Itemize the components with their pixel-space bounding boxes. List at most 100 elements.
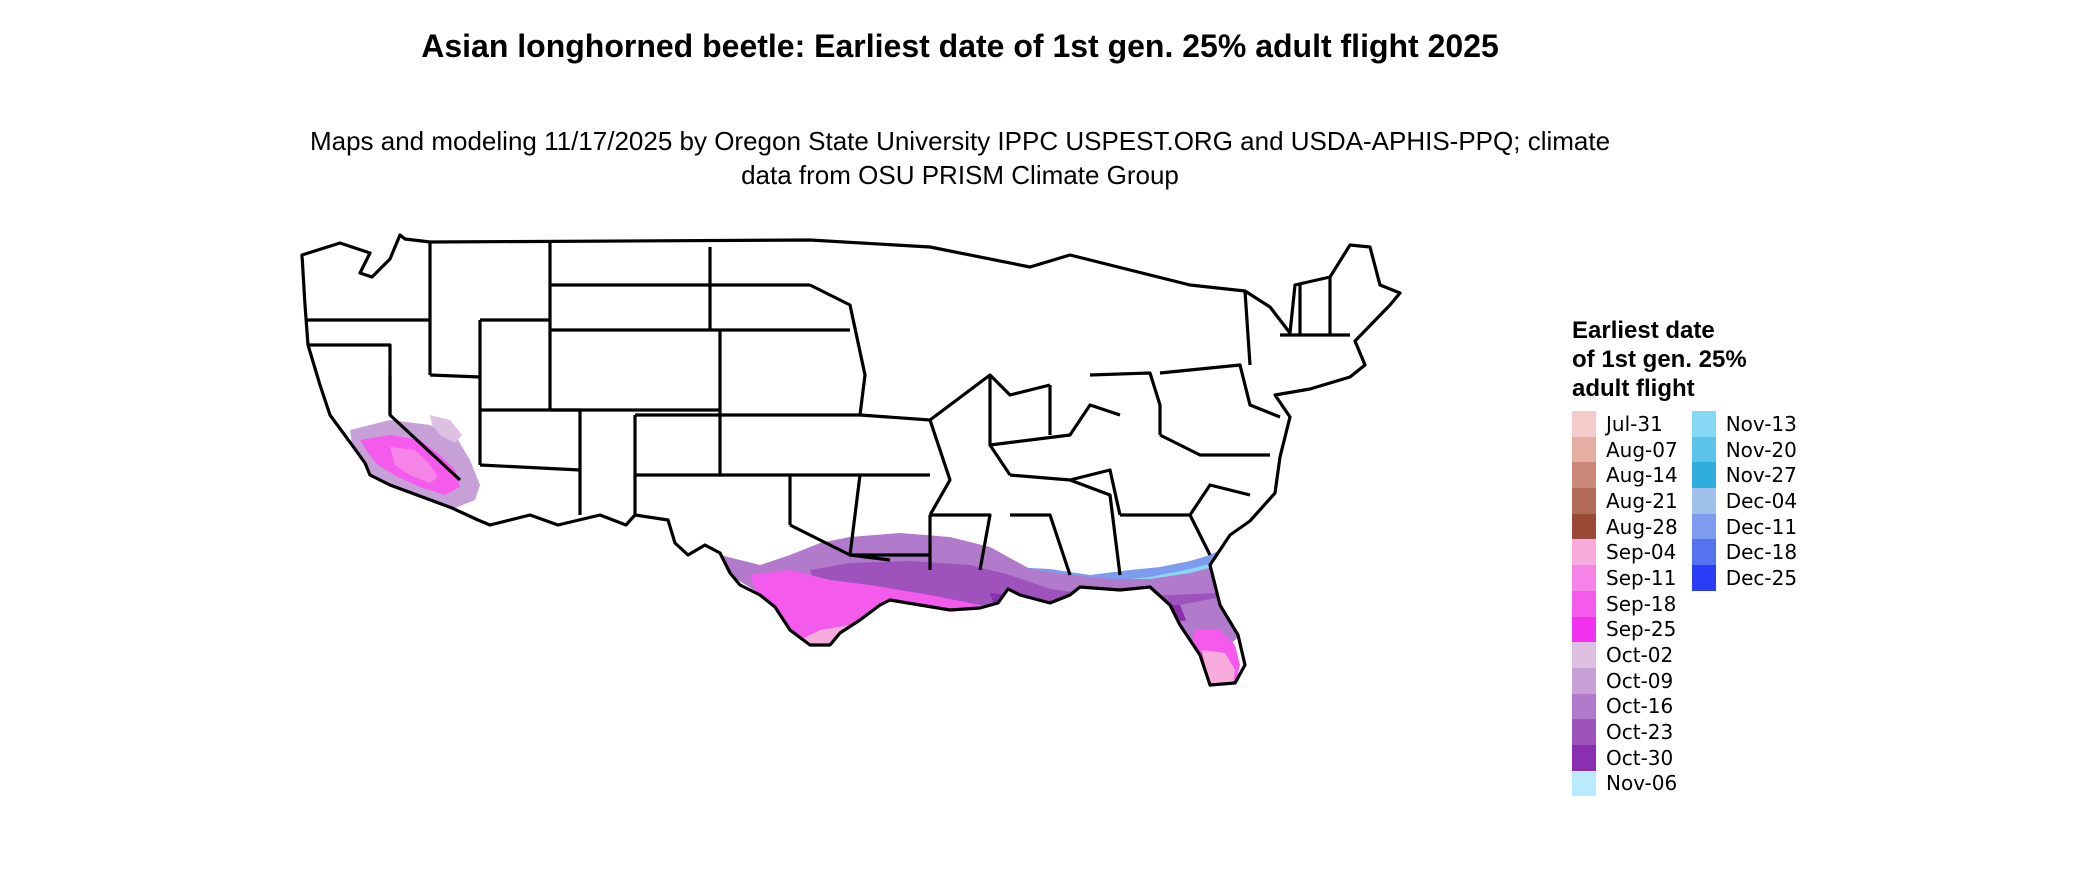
legend-label: Oct-30	[1606, 745, 1674, 770]
legend-label: Nov-20	[1725, 437, 1797, 462]
state-boundaries	[300, 233, 1402, 687]
legend-label: Oct-02	[1606, 643, 1674, 668]
legend-title: Earliest date of 1st gen. 25% adult flig…	[1572, 316, 1797, 403]
legend-item: Oct-02	[1572, 642, 1678, 668]
map-title: Asian longhorned beetle: Earliest date o…	[421, 28, 1499, 64]
legend-label: Oct-16	[1606, 694, 1674, 719]
state-boundary	[809, 283, 867, 416]
legend-label: Dec-25	[1725, 565, 1798, 590]
legend-label: Aug-28	[1606, 514, 1678, 539]
legend-swatch	[1691, 488, 1716, 514]
legend-label: Sep-11	[1606, 565, 1677, 590]
us-outline	[300, 233, 1402, 687]
flight-date-zone	[430, 415, 462, 443]
legend-column: Jul-31 Aug-07 Aug-14 Aug-21 Aug-28 Sep-04 Sep-…	[1572, 411, 1678, 797]
map-subtitle: Maps and modeling 11/17/2025 by Oregon S…	[309, 126, 1611, 190]
state-boundary	[1188, 483, 1251, 516]
state-boundary	[429, 373, 481, 379]
state-boundary	[1010, 513, 1072, 576]
legend-item: Oct-16	[1572, 693, 1678, 720]
state-boundary	[989, 403, 1121, 447]
legend-label: Aug-07	[1606, 437, 1678, 462]
legend-swatch	[1572, 436, 1596, 463]
state-boundary	[479, 463, 581, 472]
legend-label: Sep-25	[1606, 617, 1677, 642]
legend-swatch	[1572, 719, 1596, 745]
flight-date-zone	[795, 680, 852, 685]
flight-date-zone	[805, 695, 840, 737]
legend-title-line: adult flight	[1572, 375, 1695, 402]
legend-item: Oct-30	[1572, 744, 1678, 771]
legend-swatch	[1572, 488, 1596, 514]
legend-item: Aug-07	[1572, 436, 1678, 463]
legend-swatch	[1572, 744, 1596, 771]
legend-label: Sep-18	[1606, 591, 1677, 616]
legend-label: Nov-27	[1725, 463, 1797, 488]
legend-swatch	[1691, 565, 1716, 591]
legend-swatch	[1572, 590, 1596, 617]
legend-title-line: of 1st gen. 25%	[1572, 346, 1747, 373]
legend-item: Jul-31	[1572, 411, 1678, 437]
legend-item: Sep-25	[1572, 616, 1678, 643]
legend-label: Nov-06	[1606, 771, 1678, 796]
legend-item: Nov-13	[1691, 411, 1797, 437]
state-boundary	[635, 413, 792, 525]
legend-swatch	[1691, 436, 1716, 463]
legend-swatch	[1572, 539, 1596, 566]
legend-label: Dec-18	[1725, 540, 1798, 565]
state-boundary	[1159, 363, 1281, 419]
state-boundary	[1089, 371, 1162, 435]
legend-item: Aug-14	[1572, 462, 1678, 489]
legend-label: Sep-04	[1606, 540, 1677, 565]
legend-item: Dec-18	[1691, 539, 1798, 566]
legend-swatch	[1572, 565, 1596, 591]
legend-columns: Jul-31 Aug-07 Aug-14 Aug-21 Aug-28 Sep-04 Sep-…	[1572, 411, 1798, 797]
legend-item: Dec-25	[1691, 565, 1798, 591]
legend-item: Nov-20	[1691, 436, 1797, 463]
legend-swatch	[1691, 539, 1716, 566]
legend-item: Oct-23	[1572, 719, 1678, 745]
legend-item: Sep-04	[1572, 539, 1678, 566]
legend-swatch	[1572, 513, 1596, 540]
state-boundary	[1009, 468, 1122, 516]
legend-item: Nov-27	[1691, 462, 1797, 489]
legend-swatch	[1691, 462, 1716, 489]
legend-item: Sep-11	[1572, 565, 1678, 591]
state-boundary	[859, 413, 952, 516]
legend-swatch	[1572, 411, 1596, 437]
us-map	[300, 233, 1402, 737]
flight-date-zone	[1202, 685, 1235, 730]
flight-date-zone	[1208, 703, 1228, 727]
legend-label: Oct-23	[1606, 720, 1674, 745]
legend-label: Dec-04	[1725, 488, 1798, 513]
state-boundary	[1069, 478, 1122, 576]
legend-item: Sep-18	[1572, 590, 1678, 617]
legend-label: Dec-11	[1725, 514, 1798, 539]
legend-title-line: Earliest date	[1572, 317, 1715, 344]
legend-item: Aug-28	[1572, 513, 1678, 540]
flight-date-zone	[795, 641, 865, 685]
legend-item: Nov-06	[1572, 770, 1678, 797]
legend-item: Oct-09	[1572, 667, 1678, 694]
legend-label: Aug-14	[1606, 463, 1678, 488]
flight-date-zone	[390, 447, 438, 483]
legend-swatch	[1572, 616, 1596, 643]
legend-label: Aug-21	[1606, 488, 1678, 513]
legend-item: Dec-04	[1691, 488, 1798, 514]
state-boundary	[789, 523, 851, 557]
state-boundary	[1120, 513, 1212, 556]
state-boundary	[929, 373, 1051, 422]
legend-swatch	[1572, 693, 1596, 720]
legend-swatch	[1572, 770, 1596, 797]
state-boundary	[1159, 433, 1270, 457]
legend: Earliest date of 1st gen. 25% adult flig…	[1572, 316, 1798, 797]
legend-swatch	[1691, 513, 1716, 540]
legend-swatch	[1572, 462, 1596, 489]
legend-label: Nov-13	[1725, 411, 1797, 436]
legend-label: Oct-09	[1606, 668, 1674, 693]
legend-item: Aug-21	[1572, 488, 1678, 514]
flight-date-zone	[990, 615, 1040, 635]
legend-swatch	[1691, 411, 1716, 437]
state-boundary	[1243, 290, 1252, 366]
flight-date-zone	[790, 620, 990, 685]
